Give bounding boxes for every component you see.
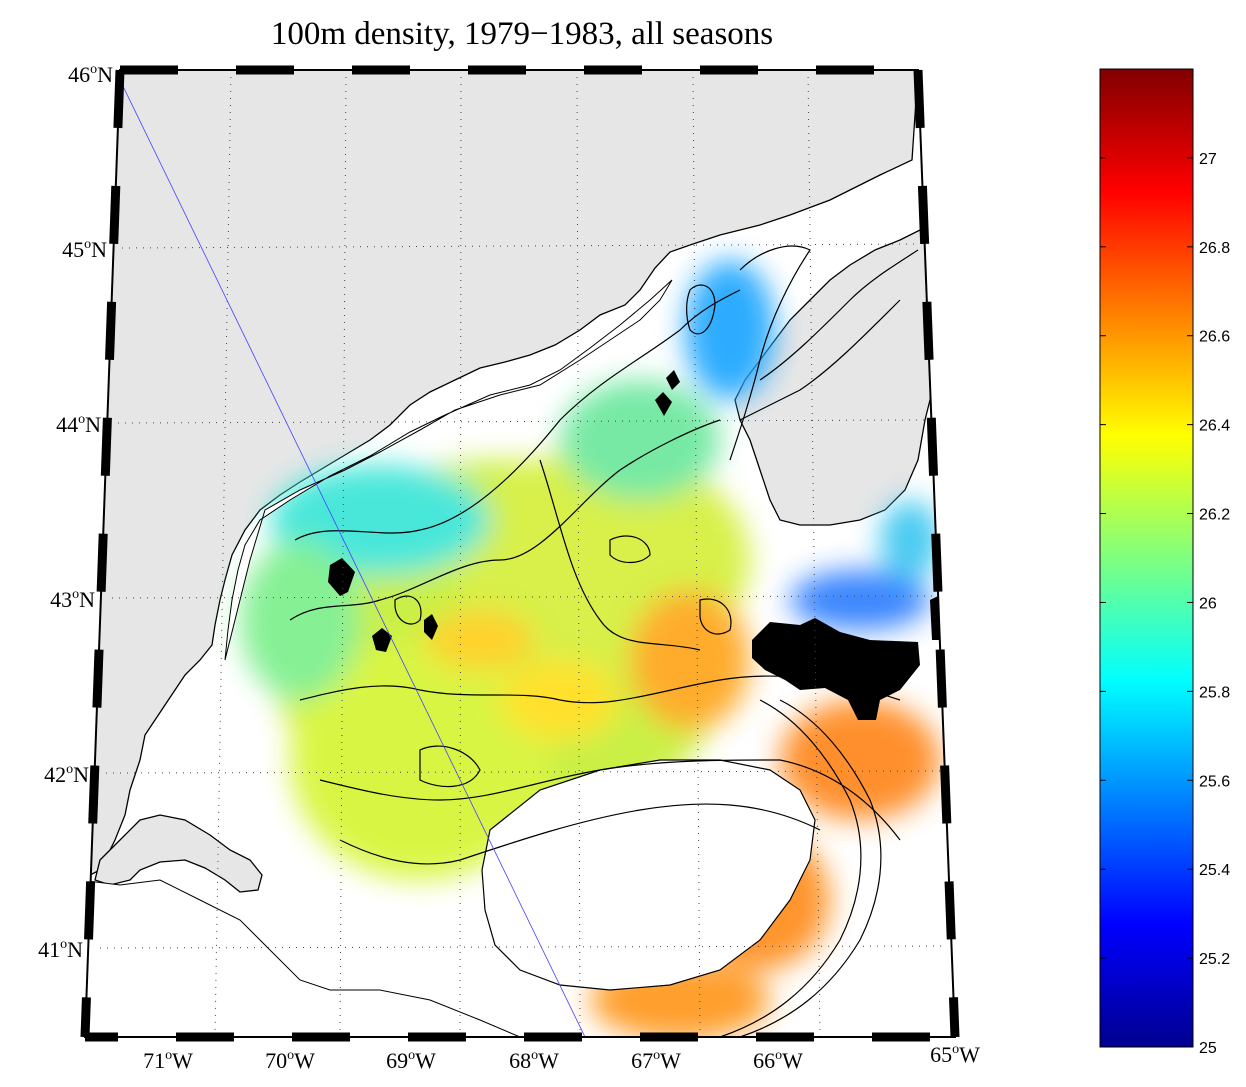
- southern-shelf: [85, 879, 521, 1037]
- mask-block-5: [666, 370, 680, 390]
- longitude-labels: 71oW 70oW 69oW 68oW 67oW 66oW 65oW: [143, 1042, 980, 1073]
- bathymetry-contours: [289, 245, 919, 1037]
- colorbar-tick-label: 25.8: [1199, 684, 1230, 701]
- coastal-shelf: [224, 279, 673, 661]
- mask-block-3: [424, 614, 438, 640]
- lon-label-71: 71oW: [143, 1048, 193, 1073]
- colorbar-ticks: 25 25.2 25.4 25.6 25.8 26 26.2 26.4 26.6 26.8 27: [1100, 151, 1230, 1057]
- lat-label-44: 44oN: [56, 412, 101, 437]
- colorbar-tick-label: 27: [1199, 151, 1217, 168]
- colorbar-tick-label: 26.4: [1199, 418, 1230, 435]
- colorbar-tick-label: 25.6: [1199, 773, 1230, 790]
- map-panel: [85, 70, 955, 1037]
- map-title: 100m density, 1979−1983, all seasons: [271, 16, 773, 52]
- georges-bank-shallow: [481, 759, 816, 991]
- colorbar-tick-label: 26.8: [1199, 240, 1230, 257]
- section-line: [119, 79, 586, 1037]
- colorbar-tick-label: 26.2: [1199, 507, 1230, 524]
- mask-block-northeast-channel: [752, 618, 920, 720]
- mask-block-1: [328, 558, 355, 596]
- lon-label-69: 69oW: [386, 1048, 436, 1073]
- colorbar-tick-label: 25.2: [1199, 951, 1230, 968]
- colorbar-gradient: [1099, 68, 1194, 1048]
- density-field: [240, 260, 940, 1037]
- lat-label-46: 46oN: [68, 62, 113, 87]
- map-frame: [80, 65, 960, 1042]
- colorbar: 25 25.2 25.4 25.6 25.8 26 26.2 26.4 26.6 26.8 27: [1099, 68, 1230, 1057]
- land-area-nova-scotia: [734, 219, 955, 526]
- latitude-labels: 46oN 45oN 44oN 43oN 42oN 41oN: [38, 62, 113, 962]
- lat-label-45: 45oN: [62, 237, 107, 262]
- colorbar-tick-label: 25.4: [1199, 862, 1230, 879]
- lat-label-41: 41oN: [38, 937, 83, 962]
- graticule: [99, 70, 948, 1037]
- colorbar-tick-label: 25: [1199, 1040, 1217, 1057]
- colorbar-tick-label: 26: [1199, 595, 1217, 612]
- lon-label-67: 67oW: [631, 1048, 681, 1073]
- mask-block-4: [655, 392, 672, 416]
- lon-label-66: 66oW: [753, 1048, 803, 1073]
- lon-label-65: 65oW: [930, 1042, 980, 1067]
- colorbar-tick-label: 26.6: [1199, 329, 1230, 346]
- lon-label-70: 70oW: [265, 1048, 315, 1073]
- mask-block-2: [372, 628, 392, 652]
- lon-label-68: 68oW: [509, 1048, 559, 1073]
- lat-label-43: 43oN: [50, 587, 95, 612]
- land-area-cape-cod: [94, 814, 263, 893]
- land-area-main: [85, 70, 919, 882]
- lat-label-42: 42oN: [44, 762, 89, 787]
